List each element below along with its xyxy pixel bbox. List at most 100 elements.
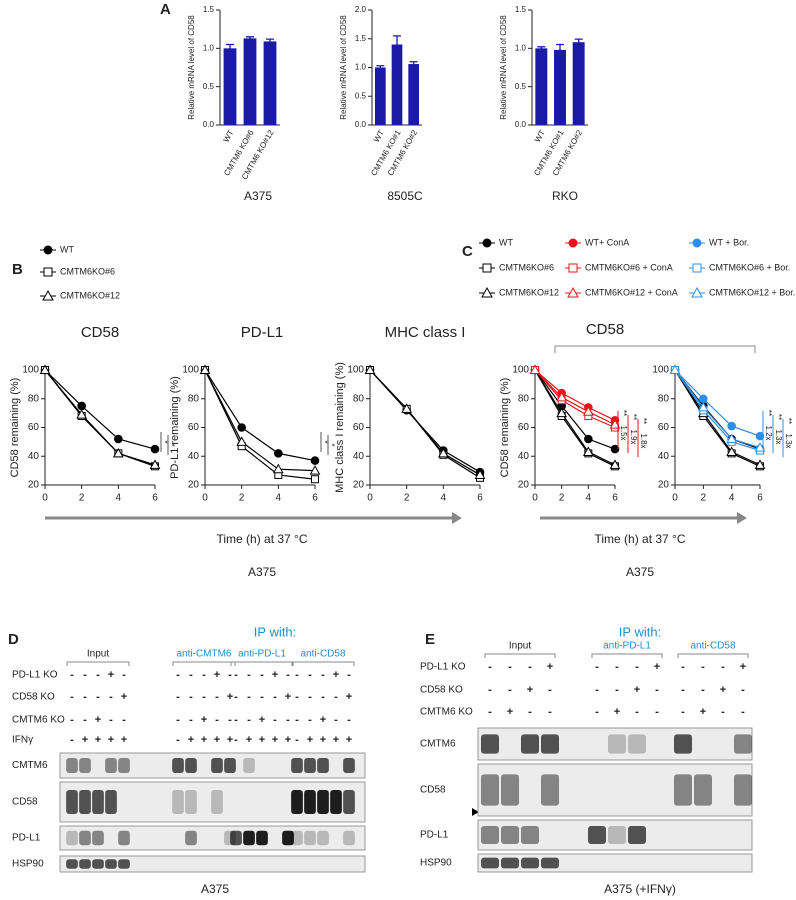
y-tick-label: 40 (188, 451, 200, 462)
legend-entry: CMTM6KO#6 (479, 262, 554, 273)
error-bar (556, 43, 564, 56)
blot-band (521, 826, 539, 844)
y-tick-label: 20 (518, 480, 530, 491)
series (670, 365, 765, 441)
x-tick-label: 6 (312, 493, 318, 504)
blot-band (317, 830, 329, 846)
ip-title: IP with: (619, 624, 661, 639)
blot-label: HSP90 (420, 858, 452, 869)
condition-sign: - (701, 661, 705, 673)
condition-sign: - (681, 661, 685, 673)
line (534, 369, 616, 466)
condition-sign: - (176, 714, 180, 726)
marker (699, 394, 708, 404)
series (670, 365, 765, 454)
condition-sign: - (595, 684, 599, 696)
x-tick-label: 2 (559, 493, 565, 504)
blot-band (734, 734, 752, 754)
y-axis-label: MHC class I remaining (%) (334, 362, 346, 493)
condition-sign: + (285, 734, 291, 746)
error-bar (537, 46, 546, 50)
blot-label: HSP90 (12, 859, 44, 870)
line (674, 369, 761, 452)
annotation: * (160, 440, 169, 443)
blot-band (674, 734, 692, 754)
legend-entry: CMTM6KO#12 (479, 286, 559, 298)
legend-label: CMTM6KO#6 + ConA (585, 262, 673, 272)
condition-sign: + (201, 734, 207, 746)
condition-sign: + (507, 706, 513, 718)
condition-sign: - (295, 734, 299, 746)
legend-marker (42, 289, 54, 301)
y-axis-label: CD58 remaining (%) (9, 378, 21, 478)
panel-label: B (12, 261, 23, 278)
condition-sign: - (701, 684, 705, 696)
blot-band (105, 758, 117, 773)
marker (529, 364, 541, 374)
group-bracket (172, 661, 236, 666)
y-axis-label: CD58 remaining (%) (499, 378, 511, 478)
blot-band (343, 790, 355, 814)
error-bar (409, 61, 418, 67)
blot-label: CMTM6 (420, 739, 456, 750)
y-tick-label: 40 (28, 451, 40, 462)
bar (408, 64, 419, 125)
condition-sign: - (347, 669, 351, 681)
marker (272, 463, 284, 474)
blot-band (105, 790, 117, 814)
marker (310, 456, 320, 465)
line (534, 369, 616, 426)
blot-band (256, 830, 268, 846)
group-bracket (230, 661, 294, 666)
legend-label: WT + Bor. (709, 237, 749, 247)
caption: 8505C (387, 189, 423, 203)
blot-band (501, 857, 519, 869)
x-tick-label: 4 (276, 493, 282, 504)
line (534, 369, 616, 429)
y-axis-label: Relative mRNA level of CD58 (499, 15, 508, 120)
annotation: ** (784, 418, 793, 424)
series (199, 364, 321, 475)
condition-sign: - (295, 691, 299, 703)
ip-title: IP with: (254, 624, 296, 639)
blot-band (481, 857, 499, 869)
blot-band (304, 758, 316, 773)
blot-band (317, 758, 329, 773)
condition-sign: - (347, 714, 351, 726)
blot-band (501, 774, 519, 806)
blot-band (185, 758, 197, 773)
blot-band (118, 859, 130, 869)
condition-sign: - (488, 706, 492, 718)
condition-sign: - (655, 706, 659, 718)
marker (474, 469, 486, 479)
legend-entry: CMTM6KO#12 + Bor. (689, 286, 795, 298)
y-tick-label: 40 (518, 451, 530, 462)
marker (609, 419, 621, 429)
blot-band (92, 790, 104, 814)
blot-band (628, 826, 646, 844)
group-bracket (66, 661, 130, 666)
error-bar (246, 36, 254, 40)
y-tick-label: 1.5 (203, 5, 215, 14)
marker (149, 459, 161, 469)
group-label: anti-CD58 (690, 641, 735, 652)
annotation: 1.8x (639, 433, 648, 448)
blot-band (224, 758, 236, 773)
condition-sign: + (285, 691, 291, 703)
legend-label: CMTM6KO#12 (499, 287, 559, 297)
line (674, 369, 761, 466)
line (674, 369, 761, 449)
marker (150, 444, 160, 454)
condition-sign: - (681, 684, 685, 696)
x-tick-label: 0 (202, 493, 208, 504)
y-tick-label: 20 (188, 480, 200, 491)
y-tick-label: 0.0 (515, 120, 527, 129)
y-tick-label: 40 (353, 451, 365, 462)
blot-band (66, 758, 78, 773)
blot-band (105, 859, 117, 869)
marker (76, 409, 88, 419)
caption: RKO (552, 189, 578, 203)
group-label: anti-PD-L1 (603, 641, 651, 652)
line (204, 369, 316, 462)
